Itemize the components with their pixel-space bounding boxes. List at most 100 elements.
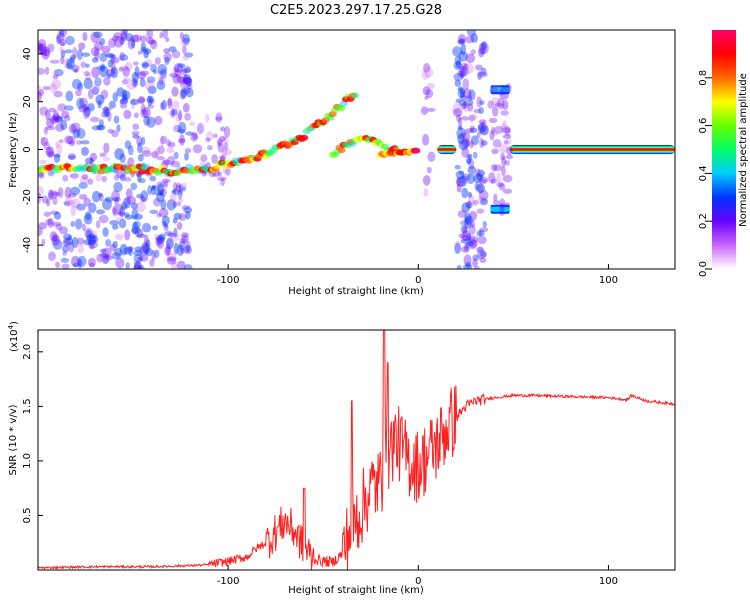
spectrogram-blob <box>92 86 99 96</box>
spectrogram-blob <box>88 239 98 249</box>
spectrogram-blob <box>41 195 49 204</box>
spectrogram-blob <box>136 233 146 238</box>
spectrogram-blob <box>124 176 132 182</box>
spectrogram-blob <box>477 123 485 134</box>
spectrogram-blob <box>145 239 151 248</box>
spectrogram-blob <box>464 212 472 224</box>
spectrogram-blob <box>134 228 144 238</box>
colorbar-gradient <box>712 30 736 269</box>
spectrogram-blob <box>65 58 75 70</box>
spectrogram-blob <box>76 128 86 139</box>
spectrogram-blob <box>456 177 461 187</box>
spectrogram-blob <box>425 74 430 79</box>
spectrogram-blob <box>114 148 125 160</box>
spectrogram-blob <box>43 126 48 135</box>
spectrogram-blob <box>115 216 125 221</box>
spectrogram-blob <box>460 220 469 226</box>
spectrogram-blob <box>95 94 105 105</box>
spectrogram-blob <box>213 133 218 138</box>
spectrogram-blob <box>132 123 140 130</box>
spectrogram-blob <box>125 262 130 269</box>
spectrogram-blob <box>457 125 463 131</box>
spectrogram-blob <box>142 107 151 119</box>
colorbar: 0.0 0.2 0.4 0.6 0.8 Normalized spectral ampl… <box>698 30 749 277</box>
spectrogram-blob <box>478 42 486 55</box>
spectrogram-blob <box>131 221 139 234</box>
spectrogram-blob <box>53 90 63 98</box>
spectrogram-blob <box>130 202 139 210</box>
spectrogram-blob <box>220 177 225 187</box>
spectrogram-blob <box>108 37 117 49</box>
spectrogram-blob <box>173 62 184 73</box>
spectrogram-blob <box>454 242 462 254</box>
spectrogram-blob <box>457 39 465 45</box>
spectrogram-blob <box>476 196 487 205</box>
snr-y-label: SNR (10 * v/v) <box>8 404 19 475</box>
spectrogram-blob <box>103 255 113 261</box>
spectrogram-blob <box>39 43 44 55</box>
spectrogram-blob <box>219 126 226 132</box>
spectrogram-blob <box>466 154 472 165</box>
spectrogram-blob <box>464 128 474 134</box>
spectrogram-blob <box>90 84 101 93</box>
spectrogram-blob <box>497 97 505 110</box>
spectrogram-blob <box>132 61 139 66</box>
spectrogram-blob <box>149 209 159 215</box>
spectrogram-blob <box>51 235 61 246</box>
spectrogram-blob <box>460 62 468 68</box>
snr-frame <box>37 329 676 571</box>
spectrogram-blob <box>107 53 117 59</box>
spectrogram-blob <box>154 148 161 157</box>
spectrogram-blob <box>490 131 499 137</box>
spectrogram-blob <box>181 68 192 74</box>
colorbar-tick-label: 0.2 <box>698 213 709 229</box>
spectrogram-blob <box>151 184 157 189</box>
spectrogram-blob <box>454 164 461 170</box>
spectrogram-blob <box>505 154 514 160</box>
spectrogram-blob <box>109 220 120 226</box>
spectrogram-blob <box>150 63 157 73</box>
spectrogram-blob <box>171 189 177 194</box>
spectrogram-blob <box>477 183 484 194</box>
spectrogram-blob <box>504 126 511 137</box>
spectrogram-blob <box>185 77 193 87</box>
spectrogram-blob <box>163 48 170 54</box>
spectrogram-blob <box>124 61 133 72</box>
spectrogram-blob <box>420 106 429 115</box>
spectrogram-blob <box>460 91 465 98</box>
spectrogram-blob <box>111 224 119 230</box>
spectrogram-blob <box>500 110 509 116</box>
spectrogram-blob <box>72 128 81 139</box>
spectrogram-blob <box>473 108 482 114</box>
spectrogram-blob <box>47 43 55 53</box>
spectrogram-blob <box>182 45 187 55</box>
spectrogram-blob <box>105 68 116 77</box>
spectrogram-blob <box>423 63 431 73</box>
spectrogram-blob <box>468 114 476 122</box>
spectrogram-blob <box>71 255 80 268</box>
spectrogram-blob <box>83 239 92 246</box>
spectrogram-blob <box>104 108 110 118</box>
spectrogram-blob <box>76 97 85 109</box>
spectrogram-blob <box>424 66 434 78</box>
spectrogram-blob <box>459 95 468 101</box>
spectrogram-blob <box>164 231 174 236</box>
spectrogram-blob <box>99 193 104 202</box>
spectrogram-blob <box>116 168 126 179</box>
spectrogram-blob <box>119 103 128 109</box>
spectrogram-blob <box>456 183 462 193</box>
spectrogram-blob <box>166 237 174 250</box>
spectrogram-blob <box>206 131 214 142</box>
spectrogram-blob <box>177 188 183 200</box>
spectrogram-blob <box>96 65 105 71</box>
spectrogram-blob <box>218 135 226 142</box>
spectrogram-blob <box>460 67 465 80</box>
spectrogram-blob <box>186 241 191 253</box>
spectrogram-blob <box>337 147 346 154</box>
spectrogram-blob <box>133 220 141 229</box>
spectrogram-blob <box>141 146 151 155</box>
spectrogram-blob <box>182 74 192 85</box>
spectrogram-blob <box>132 34 142 43</box>
spectrogram-blob <box>168 46 177 53</box>
spectrogram-blob <box>465 201 473 209</box>
